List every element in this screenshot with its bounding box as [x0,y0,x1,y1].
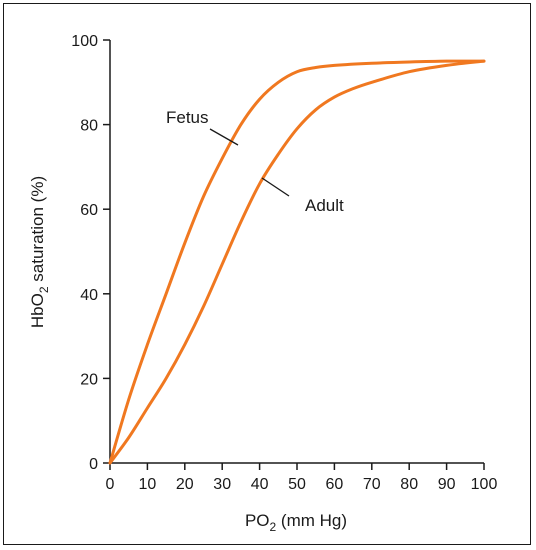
adult-curve [108,59,486,465]
y-tick-label: 60 [80,202,98,219]
axes: 0 10 20 30 40 50 60 70 80 90 100 0 20 40 60 80 100 [71,33,497,493]
x-tick-label: 70 [363,476,381,493]
y-tick-label: 80 [80,118,98,135]
x-tick-label: 80 [400,476,418,493]
x-tick-label: 60 [326,476,344,493]
fetus-label: Fetus [166,108,209,127]
x-tick-label: 0 [106,476,115,493]
y-axis-title: HbO2 saturation (%) [28,176,51,328]
x-tick-label: 30 [213,476,231,493]
adult-label: Adult [305,196,344,215]
y-tick-label: 0 [89,456,98,473]
fetus-curve [108,59,486,465]
x-tick-label: 40 [251,476,269,493]
x-tick-label: 20 [176,476,194,493]
curves [108,59,486,465]
x-axis-title: PO2 (mm Hg) [245,511,347,534]
x-tick-label: 100 [471,476,498,493]
fetus-leader-line [209,128,239,146]
x-tick-label: 90 [438,476,456,493]
annotations: Fetus Adult [166,108,344,215]
y-tick-label: 100 [71,33,98,50]
adult-leader-line [261,177,290,197]
y-tick-label: 20 [80,371,98,388]
x-tick-label: 10 [139,476,157,493]
y-tick-label: 40 [80,287,98,304]
figure-frame [3,3,531,545]
x-tick-label: 50 [288,476,306,493]
